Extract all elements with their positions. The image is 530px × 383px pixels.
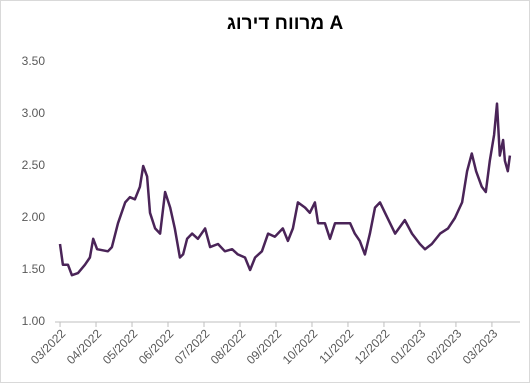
y-tick-label: 2.50 bbox=[22, 158, 46, 172]
y-tick-label: 3.00 bbox=[22, 106, 46, 120]
y-tick-label: 3.50 bbox=[22, 54, 46, 68]
line bbox=[58, 102, 512, 277]
y-tick-label: 1.00 bbox=[22, 314, 46, 328]
y-tick-label: 2.00 bbox=[22, 210, 46, 224]
y-tick-label: 1.50 bbox=[22, 262, 46, 276]
chart-title: מרווח דירוג A bbox=[227, 13, 344, 34]
